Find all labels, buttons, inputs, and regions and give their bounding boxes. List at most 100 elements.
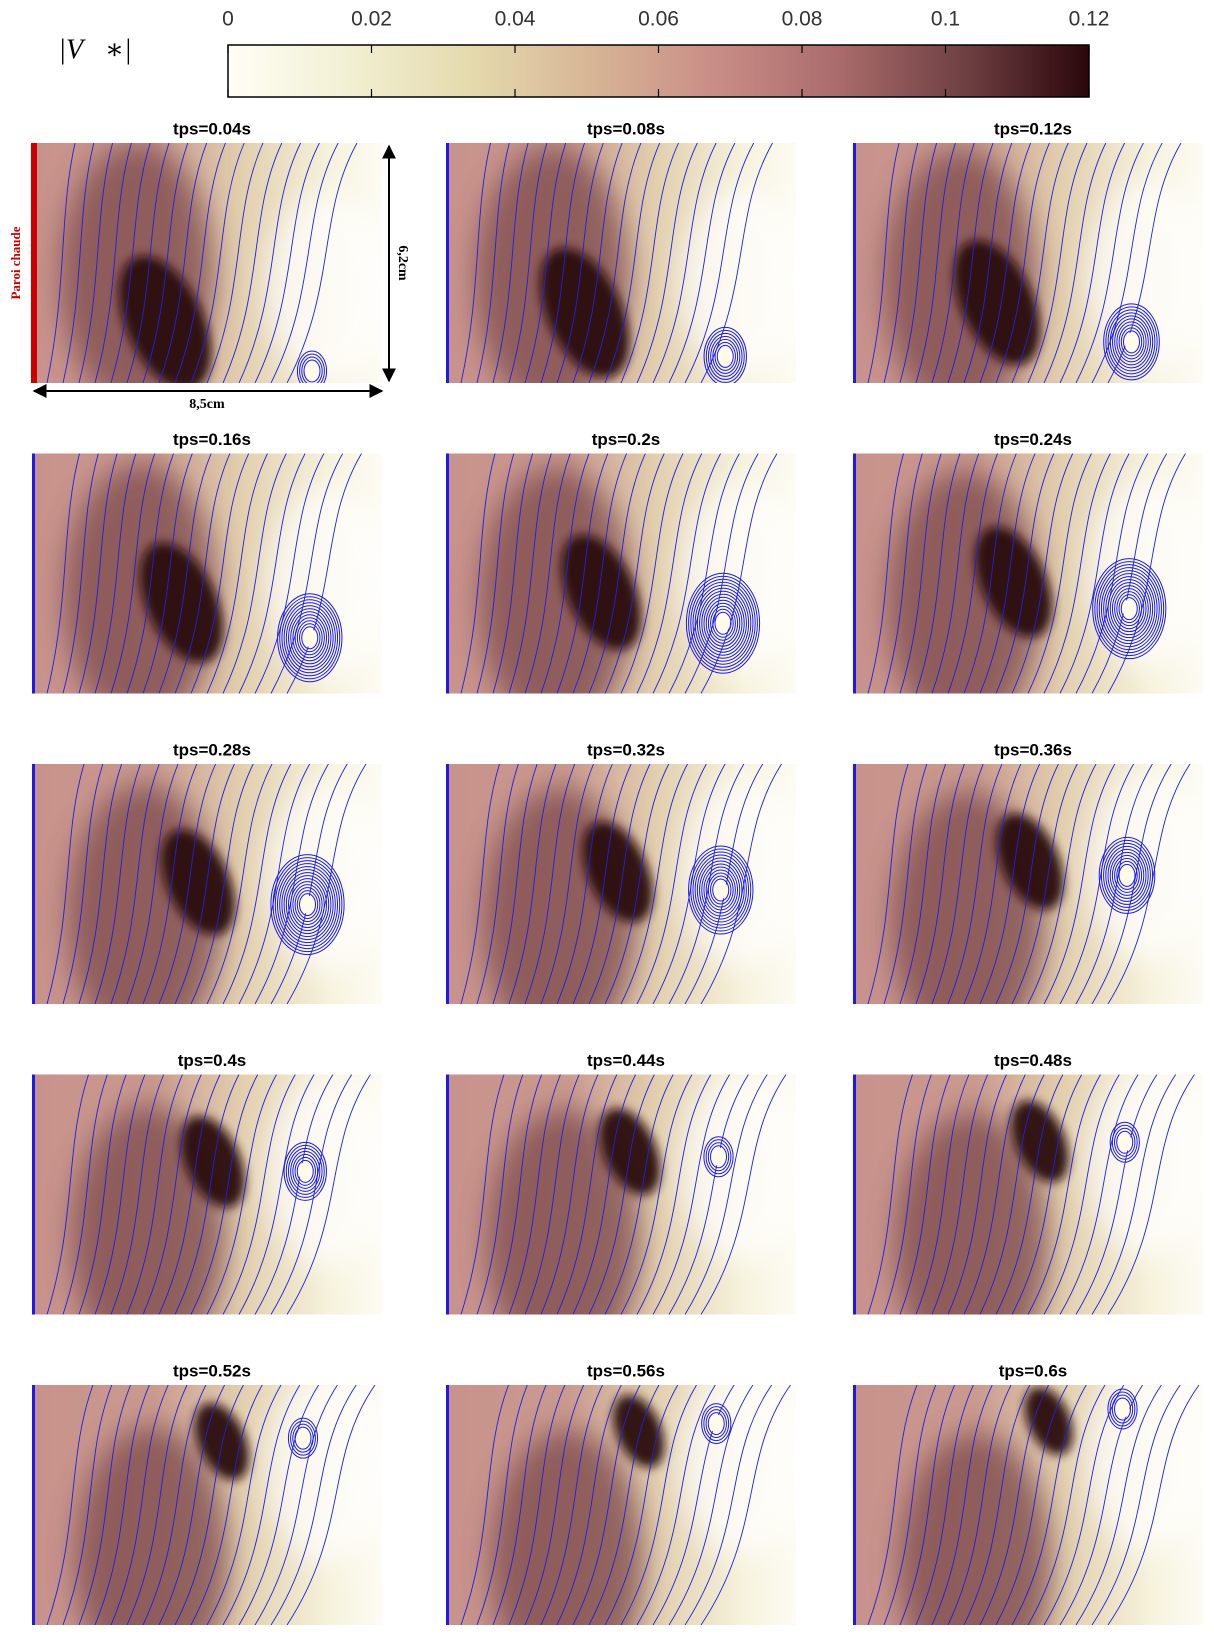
vortex-line: [1116, 1130, 1134, 1154]
vortex-line: [299, 623, 321, 653]
wall-edge: [853, 1385, 856, 1625]
streamline: [238, 453, 306, 694]
streamline: [556, 143, 604, 383]
streamline: [126, 143, 170, 383]
vortex-line: [699, 590, 747, 656]
vortex-line: [710, 1145, 727, 1169]
vortex-line: [1118, 863, 1136, 887]
panel-title: tps=0.24s: [994, 430, 1072, 449]
field-core: [953, 239, 1041, 365]
vortex-line: [1094, 561, 1165, 657]
streamline: [1011, 764, 1078, 1004]
streamline: [174, 143, 226, 383]
vortex-line: [696, 857, 745, 923]
panel-title: tps=0.32s: [587, 740, 665, 759]
panel-title: tps=0.6s: [999, 1361, 1068, 1380]
streamline: [158, 143, 208, 383]
streamline: [286, 453, 362, 694]
vortex-line: [705, 329, 745, 383]
vortex-line: [705, 599, 741, 647]
vortex-line: [1109, 1121, 1140, 1163]
streamline: [460, 453, 496, 694]
vortex-line: [1105, 576, 1154, 642]
vortex-line: [712, 338, 739, 374]
colorbar: [227, 44, 1090, 98]
vortex-core: [711, 1147, 726, 1166]
streamline: [142, 1074, 202, 1315]
field-light: [266, 1076, 382, 1269]
streamline: [110, 1074, 165, 1315]
streamline: [636, 453, 703, 694]
streamline: [508, 764, 557, 1004]
vortex-line: [299, 353, 325, 383]
field-light: [680, 776, 796, 968]
streamline: [867, 143, 900, 383]
vortex-core: [716, 614, 730, 633]
streamline: [915, 143, 956, 383]
panel: [32, 1074, 382, 1315]
streamline: [1075, 1074, 1158, 1315]
streamline: [142, 764, 198, 1004]
vortex-line: [290, 611, 330, 665]
streamline: [492, 453, 534, 694]
field-region: [490, 1429, 645, 1625]
streamline: [524, 764, 576, 1004]
streamline: [206, 143, 264, 383]
vortex-line: [1098, 836, 1156, 914]
streamline: [931, 143, 975, 383]
vortex-core: [713, 881, 728, 899]
vortex-line: [281, 599, 339, 677]
vortex-line: [707, 602, 739, 644]
vortex-line: [1109, 312, 1154, 372]
streamline: [78, 764, 123, 1004]
field-core: [180, 1116, 246, 1208]
streamline: [979, 1074, 1045, 1315]
field-core: [560, 534, 642, 651]
streamline: [476, 453, 515, 694]
streamline: [604, 1385, 679, 1625]
vortex-line: [277, 863, 338, 947]
streamline: [588, 1074, 655, 1315]
streamline: [620, 764, 688, 1004]
vortex-core: [298, 1162, 313, 1181]
field-core: [139, 542, 224, 663]
vortex-line: [1109, 1391, 1136, 1427]
streamline: [652, 1074, 730, 1315]
streamline: [1027, 453, 1092, 694]
streamline: [572, 1074, 637, 1315]
vortex-line: [272, 857, 343, 953]
streamline: [1043, 764, 1116, 1004]
panel-title: tps=0.28s: [173, 740, 251, 759]
streamline: [492, 1385, 547, 1625]
streamline: [492, 143, 529, 383]
streamline: [46, 764, 85, 1004]
vortex-line: [301, 626, 319, 650]
field-core: [161, 829, 235, 936]
streamline: [572, 453, 628, 694]
vortex-line: [710, 605, 736, 641]
vortex-line: [1118, 324, 1145, 360]
vortex-line: [1116, 591, 1143, 627]
streamline: [206, 1074, 277, 1315]
panel-title: tps=0.16s: [173, 430, 251, 449]
vortex-line: [283, 602, 336, 674]
panel: [446, 1385, 796, 1625]
vortex-line: [1111, 854, 1143, 896]
streamline: [1091, 764, 1172, 1004]
wall-edge: [853, 764, 856, 1004]
field-light: [1087, 475, 1203, 668]
streamline: [62, 143, 95, 383]
streamline: [684, 143, 755, 383]
streamline: [190, 143, 245, 383]
streamline: [174, 1074, 240, 1315]
field-region: [898, 1433, 1053, 1625]
streamline: [1011, 1074, 1083, 1315]
field-core: [582, 821, 653, 923]
streamline: [652, 453, 721, 694]
field-light: [680, 1074, 796, 1264]
vortex-line: [1107, 848, 1147, 902]
streamline: [62, 1074, 108, 1315]
streamline: [110, 453, 156, 694]
wall-edge: [446, 453, 449, 694]
